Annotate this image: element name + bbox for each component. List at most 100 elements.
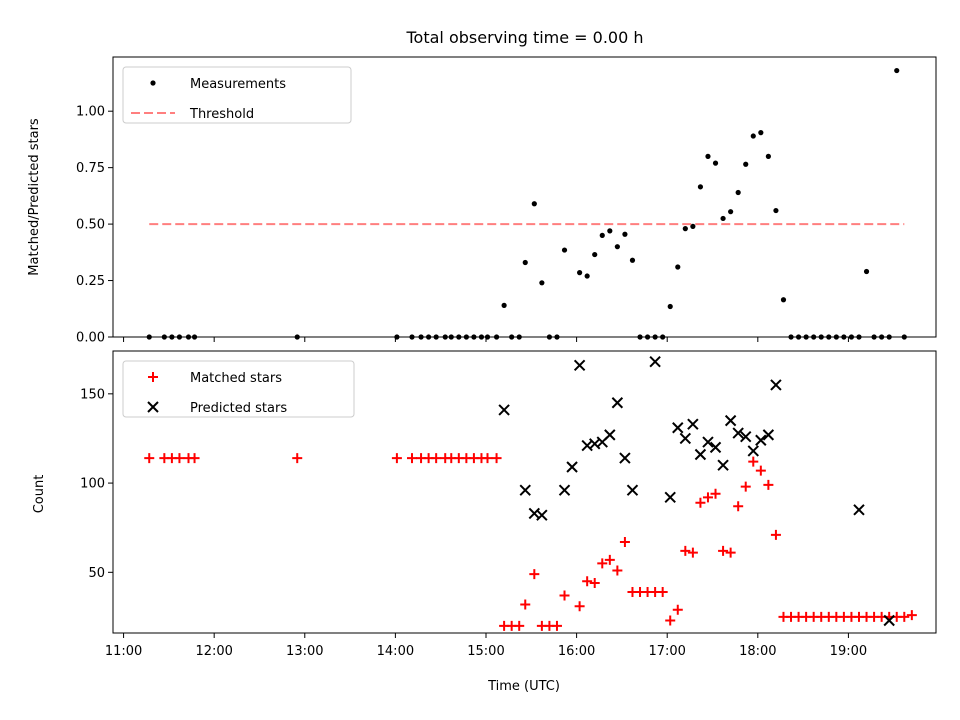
data-point xyxy=(589,578,600,589)
y-tick-label: 0.25 xyxy=(76,274,105,289)
y-tick-label: 100 xyxy=(80,477,105,492)
data-point xyxy=(664,491,676,504)
legend: Matched stars Predicted stars xyxy=(122,360,355,418)
legend-entry-label: Threshold xyxy=(189,107,254,122)
data-point xyxy=(391,453,402,464)
data-point xyxy=(894,67,900,74)
data-point xyxy=(519,484,531,496)
data-point xyxy=(883,614,895,627)
data-point xyxy=(758,130,764,136)
data-point xyxy=(573,359,586,371)
data-point xyxy=(712,160,719,166)
data-point xyxy=(619,536,630,547)
data-point xyxy=(899,611,910,622)
data-point xyxy=(675,264,681,270)
data-point xyxy=(574,601,585,612)
data-point xyxy=(762,429,775,441)
data-point xyxy=(584,273,590,279)
data-point xyxy=(649,356,661,368)
legend-swatch xyxy=(147,401,159,413)
data-point xyxy=(773,207,779,214)
data-point xyxy=(592,251,598,258)
data-point xyxy=(682,226,688,232)
data-point xyxy=(292,453,303,464)
data-point xyxy=(604,554,615,565)
series-predicted-stars xyxy=(498,356,895,627)
data-point xyxy=(747,445,759,457)
data-point xyxy=(672,604,683,615)
data-point xyxy=(520,599,531,610)
data-point xyxy=(906,610,917,621)
top-y-axis-label: Matched/Predicted stars xyxy=(27,118,42,276)
data-point xyxy=(705,153,711,159)
x-tick-label: 15:00 xyxy=(467,644,504,659)
data-point xyxy=(174,453,185,464)
data-point xyxy=(144,453,155,464)
data-point xyxy=(695,497,706,508)
data-point xyxy=(577,270,583,276)
data-point xyxy=(614,244,620,250)
data-point xyxy=(498,404,510,416)
data-point xyxy=(597,558,608,569)
legend-entry-label: Matched stars xyxy=(190,371,282,386)
x-tick-label: 14:00 xyxy=(377,644,414,659)
y-tick-label: 1.00 xyxy=(76,105,105,120)
chart-title: Total observing time = 0.00 h xyxy=(405,28,643,47)
data-point xyxy=(561,247,568,253)
data-point xyxy=(431,453,442,464)
legend-swatch xyxy=(148,372,158,382)
data-point xyxy=(740,481,751,492)
x-axis-label: Time (UTC) xyxy=(487,679,560,694)
x-tick-label: 13:00 xyxy=(286,644,323,659)
data-point xyxy=(687,418,699,430)
data-point xyxy=(717,459,729,471)
data-point xyxy=(732,427,744,439)
legend-entry-label: Predicted stars xyxy=(190,401,287,416)
legend: Measurements Threshold xyxy=(122,66,352,124)
data-point xyxy=(514,620,525,631)
series-measurements xyxy=(146,67,907,340)
data-point xyxy=(599,232,605,238)
data-point xyxy=(604,429,616,441)
x-tick-label: 18:00 xyxy=(739,644,776,659)
data-point xyxy=(694,448,707,461)
data-point xyxy=(619,452,631,464)
data-point xyxy=(733,501,744,512)
data-point xyxy=(529,569,540,580)
data-point xyxy=(728,209,734,215)
data-point xyxy=(551,620,562,631)
data-point xyxy=(740,430,752,443)
data-point xyxy=(611,397,624,409)
data-point xyxy=(622,231,628,237)
x-tick-label: 19:00 xyxy=(830,644,867,659)
data-point xyxy=(558,484,571,496)
data-point xyxy=(687,547,698,558)
data-point xyxy=(709,441,722,454)
data-point xyxy=(536,509,548,521)
data-point xyxy=(710,488,721,499)
data-point xyxy=(406,453,417,464)
plot-frame xyxy=(112,56,937,338)
data-point xyxy=(702,436,714,448)
data-point xyxy=(680,545,691,556)
data-point xyxy=(763,479,774,490)
data-point xyxy=(718,545,729,556)
data-point xyxy=(702,492,713,503)
x-tick-label: 11:00 xyxy=(105,644,142,659)
data-point xyxy=(491,453,502,464)
data-point xyxy=(189,453,200,464)
y-tick-label: 50 xyxy=(88,566,105,581)
plot-frame xyxy=(112,350,937,634)
data-point xyxy=(743,161,749,167)
data-point xyxy=(482,453,493,464)
data-point xyxy=(735,189,741,196)
data-point xyxy=(629,257,636,263)
legend-box xyxy=(122,360,355,418)
data-point xyxy=(853,504,865,516)
data-point xyxy=(626,484,639,496)
data-point xyxy=(770,379,782,391)
data-point xyxy=(582,576,593,587)
x-tick-label: 12:00 xyxy=(195,644,232,659)
data-point xyxy=(531,201,537,207)
